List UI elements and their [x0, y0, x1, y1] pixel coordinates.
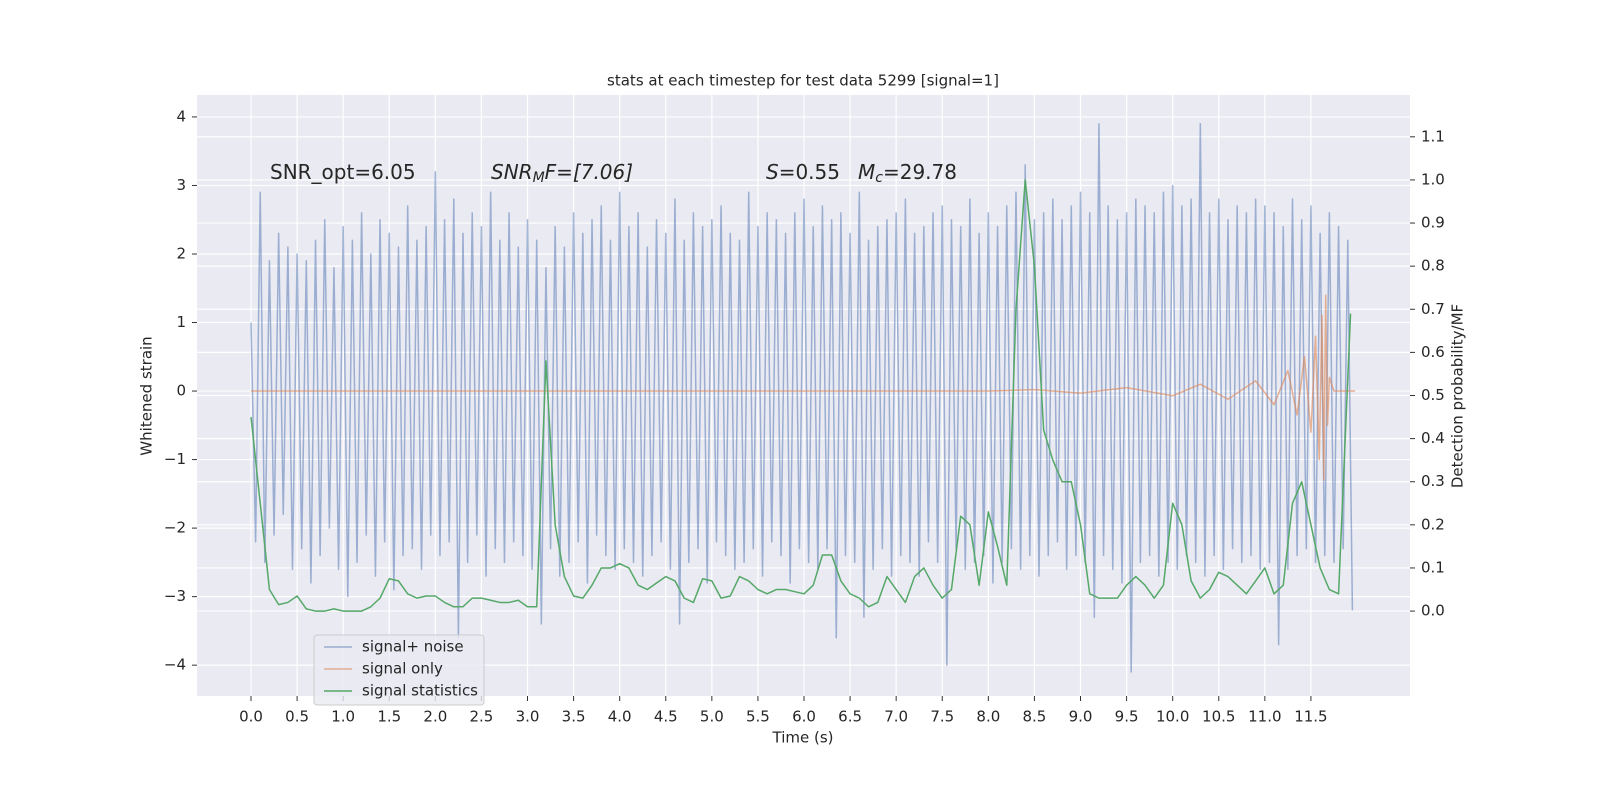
annotation: S=0.55	[766, 160, 840, 184]
x-tick-label: 0.5	[285, 708, 309, 726]
x-tick-label: 5.0	[700, 708, 724, 726]
y2-tick-label: 0.3	[1421, 472, 1445, 490]
x-tick-label: 2.5	[469, 708, 493, 726]
y2-tick-label: 0.4	[1421, 429, 1445, 447]
x-tick-label: 1.0	[331, 708, 355, 726]
x-tick-label: 8.5	[1022, 708, 1046, 726]
x-tick-label: 10.5	[1202, 708, 1235, 726]
y2-tick-label: 0.7	[1421, 300, 1445, 318]
annotation-sub: M	[533, 170, 545, 186]
y-tick-label: −3	[164, 587, 186, 605]
x-tick-label: 10.0	[1156, 708, 1189, 726]
series-line	[251, 294, 1356, 481]
y-tick-label: 1	[176, 313, 186, 331]
annotation-base: SNR_opt=6.05	[270, 160, 416, 184]
y2-tick-label: 0.2	[1421, 515, 1445, 533]
series-line	[250, 123, 1354, 673]
y2-tick-label: 1.1	[1421, 127, 1445, 145]
y2-tick-label: 0.8	[1421, 257, 1445, 275]
x-tick-label: 7.5	[930, 708, 954, 726]
legend-label: signal only	[362, 660, 443, 678]
x-tick-label: 7.0	[884, 708, 908, 726]
annotation-rest: F=[7.06]	[545, 160, 633, 184]
annotation: Mc=29.78	[858, 160, 957, 187]
x-tick-label: 3.5	[562, 708, 586, 726]
series-line	[250, 179, 1352, 612]
x-tick-label: 1.5	[377, 708, 401, 726]
annotation-rest: =0.55	[779, 160, 840, 184]
annotation-base: S	[766, 160, 779, 184]
annotation-sub: c	[875, 170, 883, 186]
x-tick-label: 9.0	[1069, 708, 1093, 726]
x-tick-label: 11.0	[1248, 708, 1281, 726]
y-tick-label: −1	[164, 450, 186, 468]
y2-tick-label: 0.6	[1421, 343, 1445, 361]
annotation-base: SNR	[491, 160, 533, 184]
x-tick-label: 6.5	[838, 708, 862, 726]
x-tick-label: 2.0	[423, 708, 447, 726]
y2-axis-label: Detection probability/MF	[1449, 304, 1467, 488]
legend-box	[313, 634, 485, 706]
x-tick-label: 6.0	[792, 708, 816, 726]
chart-title: stats at each timestep for test data 529…	[607, 72, 999, 90]
y-tick-label: 3	[176, 176, 186, 194]
annotation-base: M	[858, 160, 875, 184]
x-tick-label: 11.5	[1294, 708, 1327, 726]
y-axis-label: Whitened strain	[138, 336, 156, 455]
x-tick-label: 8.0	[976, 708, 1000, 726]
y2-tick-label: 0.9	[1421, 214, 1445, 232]
x-tick-label: 3.0	[516, 708, 540, 726]
x-tick-label: 5.5	[746, 708, 770, 726]
y2-tick-label: 0.1	[1421, 558, 1445, 576]
x-tick-label: 4.5	[654, 708, 678, 726]
y-tick-label: −4	[164, 656, 186, 674]
legend-label: signal statistics	[362, 682, 478, 700]
x-tick-label: 9.5	[1115, 708, 1139, 726]
y2-tick-label: 0.0	[1421, 602, 1445, 620]
x-tick-label: 4.0	[608, 708, 632, 726]
x-tick-label: 0.0	[239, 708, 263, 726]
y2-tick-label: 0.5	[1421, 386, 1445, 404]
y2-tick-label: 1.0	[1421, 170, 1445, 188]
x-axis-label: Time (s)	[772, 729, 834, 747]
annotation-rest: =29.78	[883, 160, 957, 184]
legend-label: signal+ noise	[362, 638, 464, 656]
annotation: SNR_opt=6.05	[270, 160, 416, 184]
y-tick-label: 2	[176, 244, 186, 262]
y-tick-label: 4	[176, 107, 186, 125]
y-tick-label: −2	[164, 519, 186, 537]
y-tick-label: 0	[176, 382, 186, 400]
annotation: SNRMF=[7.06]	[491, 160, 633, 187]
